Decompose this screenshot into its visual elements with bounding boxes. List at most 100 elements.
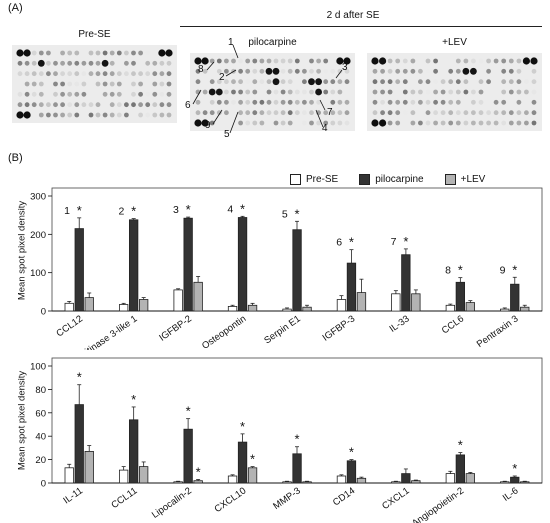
blot-spot xyxy=(17,60,23,66)
blot-spot xyxy=(259,79,265,85)
blot-title-pilocarpine: pilocarpine xyxy=(248,37,297,48)
blot-spot xyxy=(273,99,279,105)
blot-spot xyxy=(60,50,65,56)
blot-spot xyxy=(463,120,469,126)
blot-spot xyxy=(252,89,258,95)
blot-spot xyxy=(216,99,222,105)
blot-spot xyxy=(478,79,484,85)
blot-spot xyxy=(478,110,484,116)
legend-swatch-pilocarpine xyxy=(359,174,371,185)
blot-spot xyxy=(74,50,80,56)
blot-spot xyxy=(266,99,272,105)
bar-lev xyxy=(247,304,258,312)
significance-star: * xyxy=(294,432,299,447)
blot-spot xyxy=(323,120,329,126)
blot-spot xyxy=(440,79,446,85)
blot-spot xyxy=(273,58,279,64)
bar-prese xyxy=(445,473,456,484)
blot-spot xyxy=(238,120,243,126)
blot-spot xyxy=(478,120,484,126)
blot-spot xyxy=(60,102,65,108)
spot-number: 7 xyxy=(391,236,397,248)
bar-lev xyxy=(520,481,530,484)
blot-spot xyxy=(17,91,23,97)
blot-spot xyxy=(425,120,431,126)
blot-spot xyxy=(440,99,446,105)
bar-prese xyxy=(500,481,510,484)
blot-spot xyxy=(395,79,401,85)
blot-spot xyxy=(245,120,251,126)
blot-spot xyxy=(209,99,215,105)
blot-spot xyxy=(302,79,307,85)
blot-spot xyxy=(152,91,158,97)
blot-spot xyxy=(330,79,336,85)
blot-spot xyxy=(531,79,537,85)
blot-spot xyxy=(372,79,378,85)
significance-star: * xyxy=(131,204,136,219)
blot-spot xyxy=(60,112,65,118)
blot-spot xyxy=(88,60,94,66)
blot-spot xyxy=(531,89,537,95)
blot-spot xyxy=(166,60,172,66)
blot-spot xyxy=(201,57,209,65)
blot-spot xyxy=(252,110,258,116)
blot-spot xyxy=(463,79,469,85)
blot-spot xyxy=(224,58,229,64)
blot-spot xyxy=(395,110,401,116)
blot-spot xyxy=(524,120,529,126)
blot-spot xyxy=(245,79,251,85)
blot-spot xyxy=(67,81,73,87)
blot-spot xyxy=(216,79,222,85)
blot-spot xyxy=(463,58,469,64)
blot-spot xyxy=(145,50,151,56)
blot-spot xyxy=(31,102,37,108)
blot-spot xyxy=(330,89,336,95)
blot-spot xyxy=(95,60,101,66)
blot-spot xyxy=(337,89,343,95)
blot-spot xyxy=(152,60,158,66)
blot-spot xyxy=(81,81,87,87)
blot-spot xyxy=(209,79,215,85)
category-label: Osteopontin xyxy=(200,313,248,350)
blot-spot xyxy=(131,102,136,108)
blot-spot xyxy=(433,120,438,126)
blot-spot xyxy=(316,58,321,64)
blot-spot xyxy=(294,99,300,105)
blot-image-pre-se-dots xyxy=(16,49,173,119)
bar-pilocarpine xyxy=(401,254,411,312)
blot-spot xyxy=(53,60,58,66)
blot-spot xyxy=(95,81,101,87)
bar-prese xyxy=(336,475,347,484)
blot-spot xyxy=(252,120,258,126)
blot-spot xyxy=(202,68,208,74)
blot-spot xyxy=(516,58,522,64)
blot-spot xyxy=(508,110,514,116)
significance-star: * xyxy=(512,262,517,277)
blot-spot xyxy=(24,81,30,87)
blot-spot xyxy=(124,71,129,77)
blot-spot xyxy=(493,58,499,64)
blot-spot xyxy=(102,81,108,87)
blot-spot xyxy=(46,60,51,66)
blot-spot xyxy=(371,119,379,127)
significance-star: * xyxy=(196,465,201,480)
blot-spot xyxy=(259,120,265,126)
spot-number: 9 xyxy=(500,264,506,276)
blot-spot xyxy=(486,110,491,116)
blot-spot xyxy=(272,67,280,75)
blot-spot xyxy=(380,79,385,85)
blot-spot xyxy=(53,91,58,97)
blot-spot xyxy=(46,102,51,108)
blot-spot xyxy=(265,67,273,75)
blot-image-lev-dots xyxy=(371,57,538,127)
blot-spot xyxy=(266,58,272,64)
blot-spot xyxy=(294,58,300,64)
blot-spot xyxy=(17,71,23,77)
blot-spot xyxy=(74,91,80,97)
blot-spot xyxy=(524,79,529,85)
blot-spot xyxy=(486,58,491,64)
blot-spot xyxy=(323,79,329,85)
significance-star: * xyxy=(458,263,463,278)
bar-prese xyxy=(282,308,292,312)
blot-spot xyxy=(448,120,454,126)
